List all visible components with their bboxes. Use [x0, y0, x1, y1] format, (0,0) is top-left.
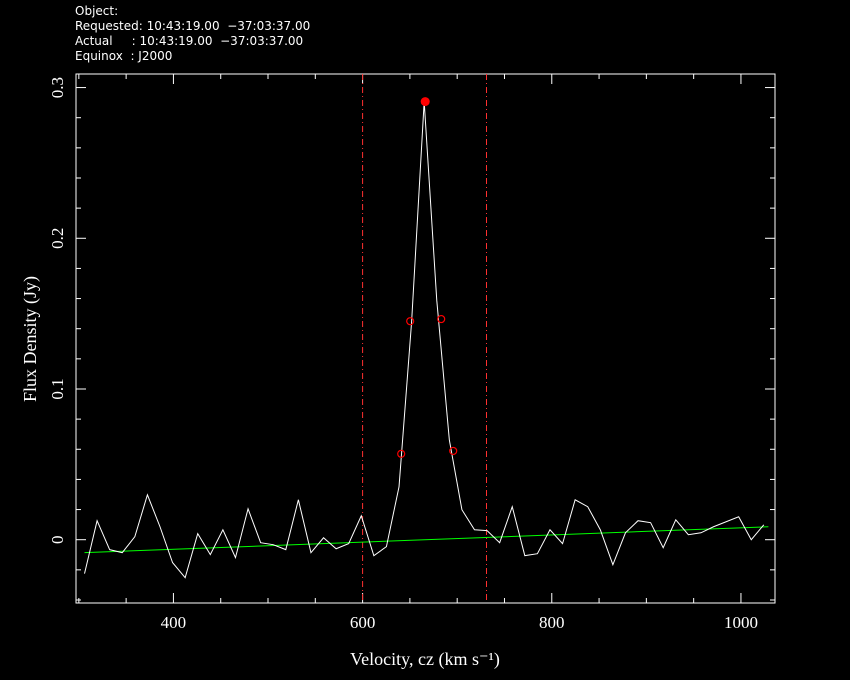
header-line: Equinox : J2000 [75, 49, 172, 63]
y-tick-label: 0 [48, 535, 67, 544]
x-axis-label: Velocity, cz (km s⁻¹) [350, 649, 500, 670]
x-tick-label: 1000 [724, 613, 758, 632]
width-marker [449, 446, 458, 456]
plot-frame [75, 73, 776, 604]
y-axis-label: Flux Density (Jy) [20, 276, 41, 402]
width-marker [406, 317, 415, 326]
y-tick-label: 0.1 [48, 378, 67, 399]
x-tick-label: 400 [161, 613, 187, 632]
header-line: Requested: 10:43:19.00 −37:03:37.00 [75, 19, 310, 33]
y-tick-label: 0.2 [48, 228, 67, 249]
width-marker [437, 314, 446, 324]
header-line: Object: [75, 4, 118, 18]
x-tick-label: 600 [350, 613, 376, 632]
baseline [84, 526, 769, 554]
y-tick-label: 0.3 [48, 77, 67, 98]
peak-marker [420, 97, 430, 107]
spectrum-line [84, 101, 765, 579]
header-line: Actual : 10:43:19.00 −37:03:37.00 [75, 34, 303, 48]
width-marker [397, 449, 406, 458]
x-tick-label: 800 [539, 613, 565, 632]
